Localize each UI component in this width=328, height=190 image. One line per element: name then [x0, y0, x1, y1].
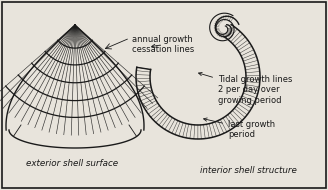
- Text: annual growth
cessation lines: annual growth cessation lines: [132, 35, 194, 54]
- Text: interior shell structure: interior shell structure: [199, 166, 297, 175]
- Text: Tidal growth lines
2 per day over
growing period: Tidal growth lines 2 per day over growin…: [198, 72, 292, 105]
- Polygon shape: [136, 25, 260, 139]
- Text: last growth
period: last growth period: [204, 118, 275, 139]
- Text: exterior shell surface: exterior shell surface: [26, 159, 118, 168]
